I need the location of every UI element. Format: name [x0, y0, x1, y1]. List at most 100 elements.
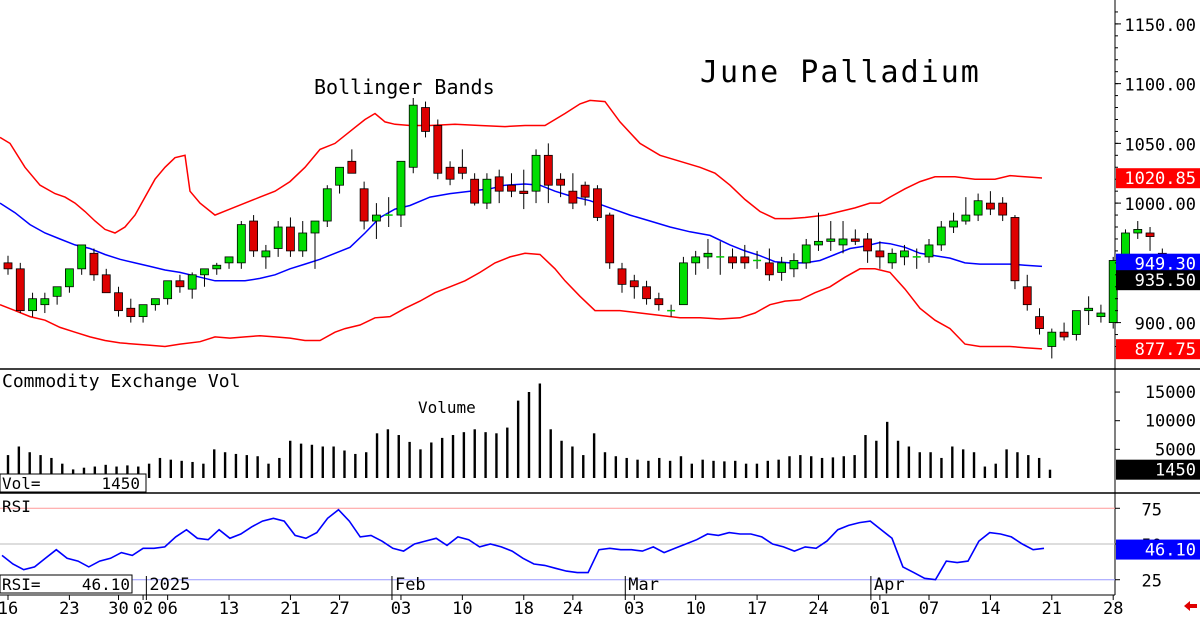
candle [101, 268, 111, 294]
date-tick-label: 03 [391, 599, 411, 619]
candle-body-up [691, 256, 701, 264]
candle-body-up [482, 178, 492, 204]
candle [789, 253, 799, 278]
candle [753, 250, 762, 269]
candle [1145, 227, 1155, 251]
date-tick-label: 06 [157, 599, 177, 619]
candle [249, 215, 259, 257]
candle-body-down [89, 252, 99, 276]
candle [322, 185, 332, 228]
candle-body-up [52, 286, 62, 297]
price-value-flag-box [1116, 168, 1200, 189]
candle-body-down [543, 154, 553, 186]
candle-body-down [593, 188, 602, 218]
date-tick-label: 14 [980, 599, 1000, 619]
candle [1047, 328, 1057, 359]
rsi-line [1, 508, 1045, 581]
candle-body-up [273, 226, 283, 249]
candle-body-down [445, 166, 455, 180]
candle [642, 280, 651, 305]
candle-body-down [1010, 217, 1020, 282]
candle [310, 220, 320, 269]
candle [494, 169, 504, 204]
candle [1059, 322, 1069, 341]
price-value-flag-label: 949.30 [1135, 255, 1196, 275]
candle [654, 292, 664, 311]
candle [863, 232, 872, 263]
candle-body-down [642, 286, 651, 300]
date-tick-label: 16 [0, 599, 18, 619]
candle [838, 221, 848, 254]
candle-body-up [200, 268, 209, 276]
candle-body-up [961, 214, 971, 222]
candle-body-down [568, 190, 578, 204]
candle-body-down [629, 280, 639, 288]
candle-body-down [470, 178, 480, 204]
candle-body-up [77, 244, 87, 270]
candle [15, 262, 25, 314]
candle [777, 256, 787, 281]
candle [273, 221, 283, 257]
candle [212, 262, 222, 275]
candle [236, 221, 246, 269]
candle-body-up [261, 250, 271, 258]
candle [617, 262, 627, 293]
volume-label: Volume [418, 398, 476, 417]
candle [298, 221, 308, 257]
rsi-readout-value: 46.10 [82, 575, 130, 594]
candle-body-up [703, 252, 713, 258]
candle [114, 286, 123, 317]
rsi-tick-label: 25 [1142, 572, 1162, 592]
candle [605, 212, 615, 269]
price-value-flag-box [1116, 339, 1200, 360]
candle [261, 244, 271, 269]
candle-body-up [887, 252, 897, 264]
volume-readout: Vol= 1450 [0, 473, 147, 493]
month-label: Mar [628, 575, 659, 595]
date-tick-label: 21 [280, 599, 300, 619]
date-tick-label: 02 [133, 599, 153, 619]
date-tick-label: 13 [219, 599, 239, 619]
candle [900, 244, 909, 266]
candle-body-down [15, 268, 25, 312]
candle-body-down [875, 250, 885, 258]
candle [1071, 310, 1081, 341]
date-tick-label: 24 [563, 599, 583, 619]
candle-body-up [789, 260, 799, 270]
candle [961, 197, 971, 225]
candle-body-down [556, 178, 565, 186]
candle-body-up [838, 238, 848, 246]
candle [507, 173, 516, 198]
candle [150, 298, 160, 311]
candle [1084, 296, 1094, 325]
candle [936, 221, 946, 251]
candle-body-down [494, 176, 504, 192]
candle-body-up [335, 166, 344, 186]
date-tick-label: 10 [452, 599, 472, 619]
date-tick-label: 10 [685, 599, 705, 619]
candle [912, 248, 921, 269]
back-arrow-icon[interactable] [1184, 601, 1197, 611]
candle [801, 238, 811, 269]
candle [52, 286, 62, 305]
date-tick-label: 28 [1103, 599, 1123, 619]
rsi-value-flag: 46.10 [1116, 539, 1200, 561]
date-tick-label: 30 [108, 599, 128, 619]
candle [629, 274, 639, 299]
candle [359, 181, 369, 230]
candle [986, 191, 995, 216]
date-tick-label: 18 [514, 599, 534, 619]
candle [347, 149, 357, 174]
date-tick-label: 03 [624, 599, 644, 619]
month-label: Apr [874, 575, 905, 595]
candle [335, 166, 344, 194]
month-label: Feb [395, 575, 426, 595]
candle [126, 298, 136, 323]
candle [28, 292, 37, 317]
date-tick-label: 23 [59, 599, 79, 619]
candle-body-up [1096, 312, 1106, 318]
volume-readout-label: Vol= [2, 474, 41, 493]
candle-body-down [433, 125, 443, 174]
candle [384, 197, 393, 228]
price-value-flag-label: 877.75 [1135, 340, 1196, 360]
